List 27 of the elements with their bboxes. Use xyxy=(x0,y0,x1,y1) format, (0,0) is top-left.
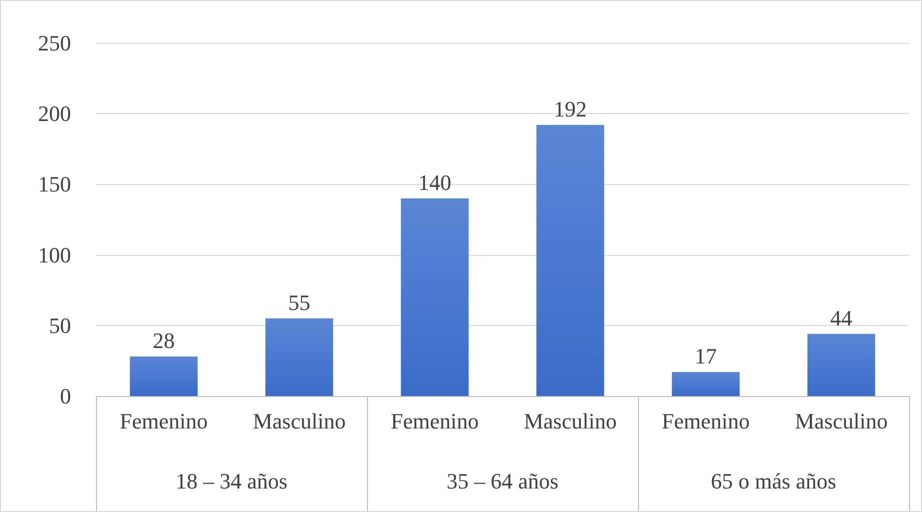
x-tick-label: Masculino xyxy=(794,408,888,434)
text: 35 – 64 años xyxy=(446,468,558,494)
bar xyxy=(536,124,604,396)
data-label: 192 xyxy=(554,96,587,122)
x-tick-label: Femenino xyxy=(120,408,208,434)
x-tick-label: Femenino xyxy=(662,408,750,434)
bar xyxy=(400,198,469,396)
bar xyxy=(807,334,876,396)
data-label: 140 xyxy=(418,170,452,195)
y-tick-label: 0 xyxy=(60,384,71,408)
x-tick-label: Masculino xyxy=(252,408,346,434)
data-label: 28 xyxy=(152,328,175,353)
bar xyxy=(130,356,198,396)
x-tick-label: Masculino xyxy=(524,408,617,434)
data-label: 55 xyxy=(288,290,310,315)
y-tick-label: 250 xyxy=(38,30,71,56)
data-label: 17 xyxy=(694,343,717,368)
bar xyxy=(265,318,334,396)
text: 18 – 34 años xyxy=(176,468,288,494)
bar xyxy=(672,372,740,396)
y-tick-label: 50 xyxy=(49,312,71,338)
y-tick-label: 100 xyxy=(38,242,71,268)
y-tick-label: 150 xyxy=(38,172,71,197)
text: 65 o más años xyxy=(710,468,836,494)
x-tick-label: Femenino xyxy=(390,408,479,434)
y-tick-label: 200 xyxy=(38,101,71,126)
data-label: 44 xyxy=(830,305,852,330)
